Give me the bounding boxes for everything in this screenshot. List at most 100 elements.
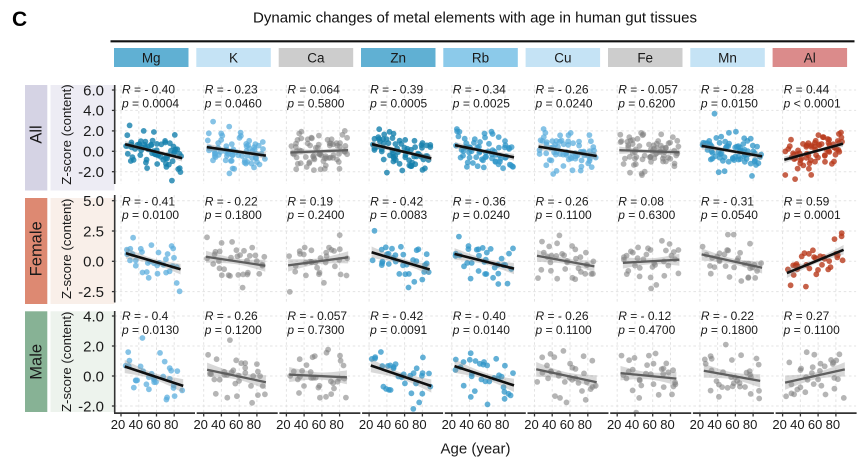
svg-text:R = 0.064: R = 0.064 <box>287 83 340 97</box>
svg-text:40: 40 <box>459 417 473 432</box>
svg-text:R = 0.59: R = 0.59 <box>784 195 830 209</box>
svg-text:20: 20 <box>607 417 621 432</box>
svg-text:p = 0.0025: p = 0.0025 <box>452 97 510 111</box>
svg-text:p = 0.0240: p = 0.0240 <box>535 97 593 111</box>
svg-text:80: 80 <box>826 417 840 432</box>
svg-text:4.0: 4.0 <box>83 103 104 120</box>
svg-text:60: 60 <box>725 417 739 432</box>
svg-text:Cu: Cu <box>554 50 571 65</box>
svg-text:20: 20 <box>193 417 207 432</box>
svg-text:p = 0.0004: p = 0.0004 <box>121 97 179 111</box>
svg-text:C: C <box>12 8 27 31</box>
svg-text:80: 80 <box>247 417 261 432</box>
svg-text:R = - 0.12: R = - 0.12 <box>618 309 671 323</box>
svg-text:80: 80 <box>412 417 426 432</box>
svg-text:80: 80 <box>164 417 178 432</box>
svg-text:Dynamic changes of metal eleme: Dynamic changes of metal elements with a… <box>253 10 697 27</box>
svg-text:60: 60 <box>312 417 326 432</box>
svg-text:40: 40 <box>542 417 556 432</box>
svg-text:R = - 0.42: R = - 0.42 <box>370 195 423 209</box>
svg-text:p = 0.0130: p = 0.0130 <box>121 323 179 337</box>
svg-text:2.5: 2.5 <box>83 223 104 240</box>
svg-text:R = - 0.23: R = - 0.23 <box>205 83 258 97</box>
svg-text:-2.0: -2.0 <box>78 398 104 415</box>
svg-text:p = 0.1100: p = 0.1100 <box>783 323 841 337</box>
svg-text:R = - 0.42: R = - 0.42 <box>370 309 423 323</box>
svg-text:R = - 0.26: R = - 0.26 <box>536 195 589 209</box>
svg-text:60: 60 <box>229 417 243 432</box>
svg-text:5.0: 5.0 <box>83 193 104 210</box>
svg-text:p = 0.6300: p = 0.6300 <box>617 208 675 222</box>
svg-text:0.0: 0.0 <box>83 254 104 271</box>
svg-text:R = 0.08: R = 0.08 <box>618 195 664 209</box>
svg-text:p = 0.0240: p = 0.0240 <box>452 208 510 222</box>
svg-text:Z-score (content): Z-score (content) <box>59 84 74 184</box>
svg-text:Mg: Mg <box>142 50 161 65</box>
svg-text:0.0: 0.0 <box>83 368 104 385</box>
svg-text:Z-score (content): Z-score (content) <box>59 312 74 412</box>
svg-text:0.0: 0.0 <box>83 144 104 161</box>
svg-text:R = - 0.40: R = - 0.40 <box>122 83 175 97</box>
svg-text:p = 0.1100: p = 0.1100 <box>535 208 593 222</box>
svg-text:20: 20 <box>690 417 704 432</box>
svg-text:20: 20 <box>359 417 373 432</box>
svg-text:R = 0.27: R = 0.27 <box>784 309 830 323</box>
svg-text:R = - 0.26: R = - 0.26 <box>536 83 589 97</box>
svg-text:Mn: Mn <box>718 50 737 65</box>
svg-text:p = 0.0150: p = 0.0150 <box>700 97 758 111</box>
svg-text:p = 0.0005: p = 0.0005 <box>369 97 427 111</box>
svg-text:60: 60 <box>808 417 822 432</box>
svg-text:R = - 0.4: R = - 0.4 <box>122 309 169 323</box>
svg-text:4.0: 4.0 <box>83 308 104 325</box>
svg-text:p = 0.5800: p = 0.5800 <box>286 97 344 111</box>
svg-text:80: 80 <box>743 417 757 432</box>
svg-text:R = - 0.057: R = - 0.057 <box>618 83 678 97</box>
svg-text:Zn: Zn <box>390 50 406 65</box>
svg-text:2.0: 2.0 <box>83 338 104 355</box>
svg-text:R = - 0.39: R = - 0.39 <box>370 83 423 97</box>
svg-text:R = 0.44: R = 0.44 <box>784 83 830 97</box>
svg-text:Al: Al <box>804 50 816 65</box>
svg-text:K: K <box>229 50 238 65</box>
svg-text:2.0: 2.0 <box>83 123 104 140</box>
svg-text:20: 20 <box>772 417 786 432</box>
svg-text:R = - 0.22: R = - 0.22 <box>701 309 754 323</box>
svg-text:Age (year): Age (year) <box>440 441 510 458</box>
svg-text:p = 0.7300: p = 0.7300 <box>286 323 344 337</box>
svg-text:60: 60 <box>560 417 574 432</box>
svg-text:R = - 0.40: R = - 0.40 <box>453 309 506 323</box>
svg-text:R = - 0.34: R = - 0.34 <box>453 83 506 97</box>
svg-text:40: 40 <box>790 417 804 432</box>
svg-text:R = - 0.22: R = - 0.22 <box>205 195 258 209</box>
svg-text:60: 60 <box>477 417 491 432</box>
svg-text:p = 0.2400: p = 0.2400 <box>286 208 344 222</box>
svg-text:-2.0: -2.0 <box>78 164 104 181</box>
svg-text:20: 20 <box>111 417 125 432</box>
svg-text:60: 60 <box>146 417 160 432</box>
svg-text:p = 0.0091: p = 0.0091 <box>369 323 427 337</box>
svg-text:R = 0.19: R = 0.19 <box>287 195 333 209</box>
svg-text:R = - 0.057: R = - 0.057 <box>287 309 347 323</box>
svg-text:40: 40 <box>707 417 721 432</box>
svg-text:p = 0.0001: p = 0.0001 <box>783 208 841 222</box>
svg-text:40: 40 <box>625 417 639 432</box>
svg-text:80: 80 <box>329 417 343 432</box>
svg-text:p = 0.0100: p = 0.0100 <box>121 208 179 222</box>
svg-text:80: 80 <box>660 417 674 432</box>
svg-text:p = 0.0540: p = 0.0540 <box>700 208 758 222</box>
svg-text:60: 60 <box>642 417 656 432</box>
svg-text:R = - 0.31: R = - 0.31 <box>701 195 754 209</box>
svg-text:All: All <box>28 125 46 143</box>
svg-text:p = 0.1200: p = 0.1200 <box>204 323 262 337</box>
svg-text:80: 80 <box>578 417 592 432</box>
svg-text:p = 0.4700: p = 0.4700 <box>617 323 675 337</box>
svg-text:40: 40 <box>129 417 143 432</box>
svg-text:-2.5: -2.5 <box>78 284 104 301</box>
svg-text:20: 20 <box>442 417 456 432</box>
svg-text:40: 40 <box>377 417 391 432</box>
svg-text:R = - 0.41: R = - 0.41 <box>122 195 175 209</box>
svg-text:p = 0.1800: p = 0.1800 <box>204 208 262 222</box>
svg-text:p = 0.0083: p = 0.0083 <box>369 208 427 222</box>
svg-text:p = 0.1100: p = 0.1100 <box>535 323 593 337</box>
svg-text:p = 0.1800: p = 0.1800 <box>700 323 758 337</box>
